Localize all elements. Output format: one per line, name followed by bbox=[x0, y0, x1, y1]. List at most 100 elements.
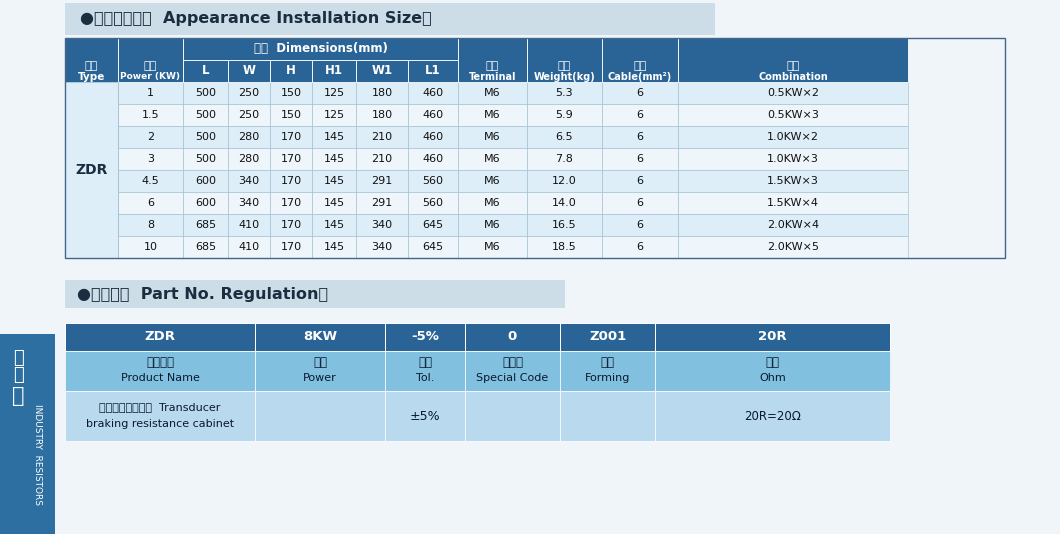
Text: Power: Power bbox=[303, 373, 337, 383]
Bar bbox=[270, 126, 312, 148]
Bar bbox=[65, 280, 565, 308]
Text: 600: 600 bbox=[195, 176, 216, 186]
Text: 145: 145 bbox=[323, 154, 344, 164]
Bar bbox=[678, 126, 908, 148]
Text: Forming: Forming bbox=[585, 373, 631, 383]
Text: 291: 291 bbox=[371, 176, 392, 186]
Bar bbox=[602, 82, 678, 104]
Text: 5.3: 5.3 bbox=[555, 88, 573, 98]
Bar bbox=[458, 148, 527, 170]
Bar bbox=[270, 82, 312, 104]
Bar bbox=[65, 126, 118, 148]
Text: 145: 145 bbox=[323, 132, 344, 142]
Bar bbox=[655, 351, 890, 391]
Bar bbox=[183, 236, 228, 258]
Bar bbox=[408, 214, 458, 236]
Bar bbox=[678, 148, 908, 170]
Text: 250: 250 bbox=[238, 88, 260, 98]
Bar bbox=[385, 391, 465, 441]
Text: 规格: 规格 bbox=[85, 61, 99, 71]
Text: 业: 业 bbox=[13, 366, 23, 384]
Bar bbox=[678, 104, 908, 126]
Bar bbox=[228, 192, 270, 214]
Bar bbox=[602, 38, 678, 82]
Text: Z001: Z001 bbox=[589, 331, 626, 343]
Bar bbox=[458, 82, 527, 104]
Text: 145: 145 bbox=[323, 220, 344, 230]
Text: 145: 145 bbox=[323, 198, 344, 208]
Bar bbox=[65, 82, 118, 104]
Text: 170: 170 bbox=[281, 198, 301, 208]
Bar bbox=[118, 82, 183, 104]
Bar bbox=[118, 104, 183, 126]
Bar bbox=[65, 104, 118, 126]
Bar bbox=[458, 38, 527, 82]
Bar bbox=[678, 192, 908, 214]
Text: Special Code: Special Code bbox=[476, 373, 549, 383]
Text: 精度: 精度 bbox=[418, 357, 432, 370]
Text: 460: 460 bbox=[423, 132, 443, 142]
Bar bbox=[356, 104, 408, 126]
Text: Power (KW): Power (KW) bbox=[121, 73, 180, 82]
Bar bbox=[458, 104, 527, 126]
Text: 功率: 功率 bbox=[313, 357, 326, 370]
Bar bbox=[255, 391, 385, 441]
Text: 180: 180 bbox=[371, 110, 392, 120]
Text: 645: 645 bbox=[423, 242, 443, 252]
Bar bbox=[270, 214, 312, 236]
Bar bbox=[560, 351, 655, 391]
Text: 重量: 重量 bbox=[558, 61, 571, 71]
Text: L: L bbox=[201, 65, 209, 77]
Text: 500: 500 bbox=[195, 88, 216, 98]
Bar bbox=[255, 351, 385, 391]
Text: 变频器制动电阴笱  Transducer: 变频器制动电阴笱 Transducer bbox=[100, 402, 220, 412]
Bar bbox=[312, 126, 356, 148]
Text: 6: 6 bbox=[636, 132, 643, 142]
Text: 340: 340 bbox=[371, 220, 392, 230]
Text: M6: M6 bbox=[484, 198, 500, 208]
Bar bbox=[356, 236, 408, 258]
Text: H: H bbox=[286, 65, 296, 77]
Text: 250: 250 bbox=[238, 110, 260, 120]
Bar bbox=[602, 104, 678, 126]
Text: 460: 460 bbox=[423, 110, 443, 120]
Text: 150: 150 bbox=[281, 110, 301, 120]
Text: 6: 6 bbox=[636, 220, 643, 230]
Bar bbox=[228, 82, 270, 104]
Text: 340: 340 bbox=[371, 242, 392, 252]
Text: 410: 410 bbox=[238, 242, 260, 252]
Text: 特殊码: 特殊码 bbox=[502, 357, 523, 370]
Text: M6: M6 bbox=[484, 154, 500, 164]
Text: 1: 1 bbox=[147, 88, 154, 98]
Bar bbox=[228, 104, 270, 126]
Bar bbox=[270, 104, 312, 126]
Text: 尺寸  Dimensions(mm): 尺寸 Dimensions(mm) bbox=[253, 43, 388, 56]
Bar bbox=[118, 192, 183, 214]
Bar bbox=[385, 351, 465, 391]
Bar bbox=[356, 214, 408, 236]
Bar bbox=[65, 170, 118, 192]
Text: -5%: -5% bbox=[411, 331, 439, 343]
Text: 685: 685 bbox=[195, 242, 216, 252]
Bar bbox=[356, 148, 408, 170]
Bar bbox=[527, 148, 602, 170]
Bar bbox=[408, 170, 458, 192]
Text: 16.5: 16.5 bbox=[552, 220, 577, 230]
Bar bbox=[270, 60, 312, 82]
Bar bbox=[228, 60, 270, 82]
Bar bbox=[408, 192, 458, 214]
Bar bbox=[527, 38, 602, 82]
Bar bbox=[65, 391, 255, 441]
Text: Cable(mm²): Cable(mm²) bbox=[607, 72, 672, 82]
Bar bbox=[678, 82, 908, 104]
Text: 6: 6 bbox=[636, 88, 643, 98]
Text: M6: M6 bbox=[484, 110, 500, 120]
Text: 端子: 端子 bbox=[485, 61, 499, 71]
Bar bbox=[602, 214, 678, 236]
Text: 460: 460 bbox=[423, 154, 443, 164]
Text: 8: 8 bbox=[147, 220, 154, 230]
Bar bbox=[458, 170, 527, 192]
Bar bbox=[228, 236, 270, 258]
Text: 180: 180 bbox=[371, 88, 392, 98]
Text: 0.5KW×3: 0.5KW×3 bbox=[767, 110, 819, 120]
